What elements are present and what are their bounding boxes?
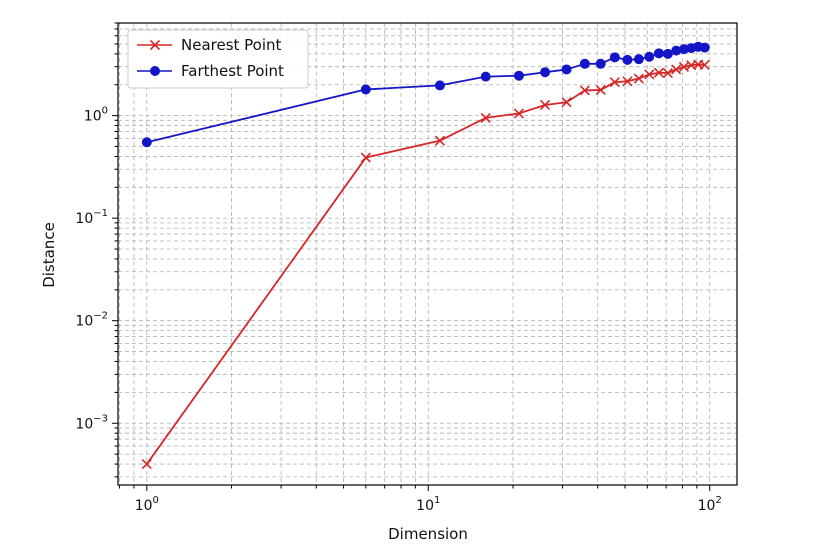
farthest-point-marker xyxy=(579,58,590,69)
farthest-point-marker xyxy=(653,48,664,59)
legend-nearest-marker xyxy=(149,39,161,51)
legend-farthest-marker xyxy=(150,66,160,76)
nearest-point-marker xyxy=(579,85,590,96)
nearest-point-marker xyxy=(513,108,525,119)
y-axis-title: Distance xyxy=(40,222,58,288)
x-tick-label: 101 xyxy=(416,495,440,514)
legend-nearest-label: Nearest Point xyxy=(181,36,282,54)
axis-ticks: 100 101 102 10−3 10−2 10−1 100 xyxy=(75,22,722,514)
farthest-point-marker xyxy=(609,52,620,63)
x-tick-label: 102 xyxy=(698,495,722,514)
nearest-point-marker xyxy=(539,99,551,111)
nearest-point-marker xyxy=(480,112,491,123)
farthest-point-marker xyxy=(662,48,673,59)
y-tick-label: 100 xyxy=(84,106,108,125)
nearest-point-marker xyxy=(671,64,682,75)
farthest-point-marker xyxy=(513,70,524,81)
farthest-point-marker xyxy=(540,67,551,78)
farthest-point-marker xyxy=(434,80,445,91)
nearest-point-marker xyxy=(653,67,664,78)
farthest-point-marker xyxy=(678,44,689,55)
series-layer xyxy=(141,41,710,470)
nearest-point-marker xyxy=(434,135,445,146)
farthest-point-marker xyxy=(141,137,152,148)
y-tick-label: 10−1 xyxy=(75,208,108,227)
nearest-point-marker xyxy=(360,152,371,163)
nearest-point-marker xyxy=(609,77,620,88)
nearest-point-marker xyxy=(644,69,655,80)
nearest-point-marker xyxy=(595,84,606,95)
farthest-point-marker xyxy=(671,45,682,56)
farthest-point-marker xyxy=(480,71,491,82)
legend: Nearest Point Farthest Point xyxy=(127,29,309,89)
nearest-point-marker xyxy=(678,61,690,73)
farthest-point-marker xyxy=(644,51,655,62)
farthest-point-marker xyxy=(699,42,710,53)
y-tick-label: 10−2 xyxy=(75,311,108,330)
nearest-point-marker xyxy=(141,459,152,470)
farthest-point-marker xyxy=(622,54,633,65)
nearest-point-marker xyxy=(699,59,710,71)
x-axis-title: Dimension xyxy=(388,525,468,543)
x-tick-label: 100 xyxy=(135,495,159,514)
farthest-point-marker xyxy=(360,84,371,95)
nearest-point-marker xyxy=(633,73,644,84)
nearest-point-marker xyxy=(662,67,673,79)
plot-frame xyxy=(117,22,738,486)
farthest-point-marker xyxy=(633,54,644,65)
farthest-point-marker xyxy=(561,64,572,75)
farthest-point-marker xyxy=(595,58,606,69)
y-tick-label: 10−3 xyxy=(75,413,108,432)
legend-box xyxy=(127,29,309,89)
grid-lines xyxy=(118,22,737,485)
legend-farthest-label: Farthest Point xyxy=(181,62,284,80)
nearest-point-marker xyxy=(561,97,572,108)
nearest-point-marker xyxy=(622,76,633,87)
